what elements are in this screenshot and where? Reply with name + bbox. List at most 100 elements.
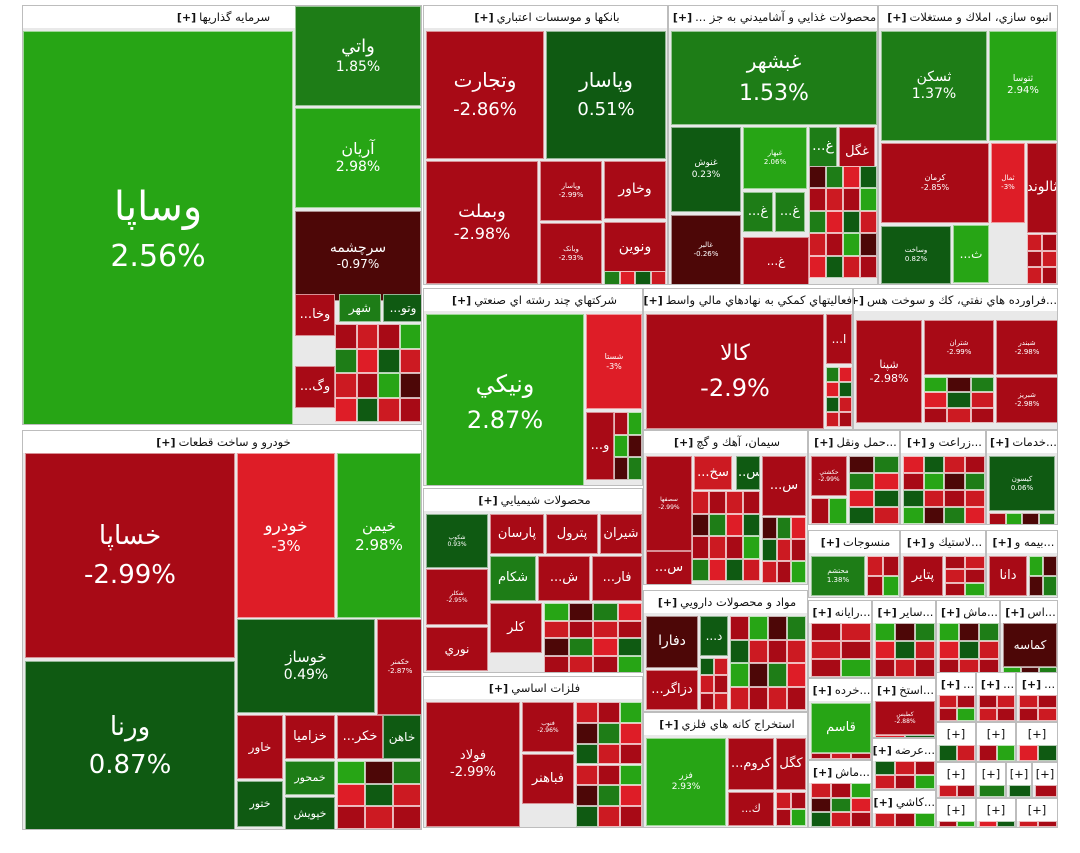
sector-header[interactable]: ...خدمات[+]	[987, 431, 1057, 453]
minor-stock-tile[interactable]	[399, 397, 421, 422]
minor-stock-tile[interactable]	[957, 821, 975, 827]
sector-header[interactable]: [+]	[1017, 799, 1057, 821]
stock-tile[interactable]: نوري	[426, 627, 488, 671]
minor-stock-tile[interactable]	[365, 761, 393, 784]
expand-sector-button[interactable]: [+]	[820, 536, 840, 549]
sector-header[interactable]: منسوجات[+]	[809, 531, 899, 553]
minor-stock-tile[interactable]	[979, 821, 997, 827]
minor-stock-tile[interactable]	[692, 536, 709, 559]
stock-tile[interactable]: ...و	[586, 412, 614, 480]
stock-tile[interactable]: ...غ	[743, 192, 773, 232]
stock-tile[interactable]: ...وخا	[295, 294, 335, 336]
minor-stock-tile[interactable]	[1022, 513, 1039, 524]
minor-stock-tile[interactable]	[628, 434, 642, 458]
sector-header[interactable]: [+]	[1017, 723, 1057, 745]
sector-header[interactable]: ...عرضه[+]	[873, 739, 935, 761]
minor-stock-tile[interactable]	[1038, 695, 1057, 708]
expand-sector-button[interactable]: [+]	[644, 294, 663, 307]
minor-stock-tile[interactable]	[709, 536, 726, 559]
stock-tile[interactable]: سصفها -2.99%	[646, 456, 692, 551]
stock-tile[interactable]: كگل	[776, 738, 806, 790]
minor-stock-tile[interactable]	[598, 722, 620, 744]
stock-tile[interactable]: وساخت 0.82%	[881, 226, 951, 284]
expand-sector-button[interactable]: [+]	[940, 678, 961, 691]
minor-stock-tile[interactable]	[356, 373, 378, 398]
minor-stock-tile[interactable]	[743, 491, 760, 514]
stock-tile[interactable]: وساپا 2.56%	[23, 31, 293, 424]
minor-stock-tile[interactable]	[841, 623, 871, 641]
minor-stock-tile[interactable]	[851, 783, 871, 798]
minor-stock-tile[interactable]	[947, 392, 971, 408]
minor-stock-tile[interactable]	[839, 397, 852, 412]
stock-tile[interactable]: خزاميا	[285, 715, 335, 759]
minor-stock-tile[interactable]	[1029, 556, 1043, 576]
minor-stock-tile[interactable]	[965, 556, 985, 570]
minor-stock-tile[interactable]	[959, 623, 979, 641]
expand-sector-button[interactable]: [+]	[451, 294, 472, 307]
minor-stock-tile[interactable]	[957, 695, 975, 708]
minor-stock-tile[interactable]	[915, 641, 935, 659]
minor-stock-tile[interactable]	[965, 582, 985, 596]
minor-stock-tile[interactable]	[811, 623, 841, 641]
minor-stock-tile[interactable]	[826, 412, 839, 427]
stock-tile[interactable]: پترول	[546, 514, 598, 554]
minor-stock-tile[interactable]	[867, 556, 883, 576]
minor-stock-tile[interactable]	[811, 498, 829, 524]
minor-stock-tile[interactable]	[776, 517, 792, 539]
minor-stock-tile[interactable]	[826, 255, 843, 278]
minor-stock-tile[interactable]	[593, 638, 618, 656]
minor-stock-tile[interactable]	[787, 663, 806, 687]
minor-stock-tile[interactable]	[619, 271, 635, 284]
minor-stock-tile[interactable]	[692, 513, 709, 536]
minor-stock-tile[interactable]	[826, 367, 839, 382]
minor-stock-tile[interactable]	[875, 775, 895, 789]
minor-stock-tile[interactable]	[730, 663, 749, 687]
sector-header[interactable]: ...استخ[+]	[873, 679, 935, 701]
minor-stock-tile[interactable]	[1027, 267, 1042, 284]
stock-tile[interactable]: شکوپ 0.93%	[426, 514, 488, 568]
minor-stock-tile[interactable]	[895, 761, 915, 775]
minor-stock-tile[interactable]	[905, 735, 935, 737]
minor-stock-tile[interactable]	[337, 806, 365, 829]
stock-tile[interactable]: ثالوند	[1027, 143, 1057, 233]
minor-stock-tile[interactable]	[576, 806, 598, 827]
minor-stock-tile[interactable]	[970, 407, 994, 423]
expand-sector-button[interactable]: [+]	[488, 682, 509, 695]
minor-stock-tile[interactable]	[944, 507, 965, 524]
stock-tile[interactable]: ...وتو	[383, 294, 421, 322]
minor-stock-tile[interactable]	[620, 743, 642, 765]
minor-stock-tile[interactable]	[860, 166, 877, 189]
stock-tile[interactable]: ...غ	[743, 237, 809, 284]
minor-stock-tile[interactable]	[1019, 708, 1038, 721]
minor-stock-tile[interactable]	[692, 558, 709, 581]
minor-stock-tile[interactable]	[895, 641, 915, 659]
stock-tile[interactable]: ...ا	[826, 314, 852, 364]
minor-stock-tile[interactable]	[831, 783, 851, 798]
minor-stock-tile[interactable]	[1042, 234, 1057, 251]
minor-stock-tile[interactable]	[875, 735, 905, 737]
stock-tile[interactable]: كالا -2.9%	[646, 314, 824, 429]
minor-stock-tile[interactable]	[829, 498, 847, 524]
sector-header[interactable]: [+]	[937, 763, 975, 785]
minor-stock-tile[interactable]	[787, 639, 806, 663]
stock-tile[interactable]: ثمال -3%	[991, 143, 1025, 223]
minor-stock-tile[interactable]	[915, 761, 935, 775]
minor-stock-tile[interactable]	[809, 210, 826, 234]
minor-stock-tile[interactable]	[593, 620, 618, 638]
sector-header[interactable]: ...زراعت و[+]	[901, 431, 985, 453]
minor-stock-tile[interactable]	[945, 582, 965, 596]
minor-stock-tile[interactable]	[614, 434, 628, 458]
minor-stock-tile[interactable]	[895, 813, 915, 827]
minor-stock-tile[interactable]	[726, 536, 743, 559]
minor-stock-tile[interactable]	[776, 539, 792, 561]
minor-stock-tile[interactable]	[335, 373, 357, 398]
sector-header[interactable]: [+]	[977, 799, 1015, 821]
minor-stock-tile[interactable]	[826, 188, 843, 211]
minor-stock-tile[interactable]	[1035, 785, 1057, 797]
minor-stock-tile[interactable]	[544, 603, 569, 621]
expand-sector-button[interactable]: [+]	[1021, 678, 1042, 691]
minor-stock-tile[interactable]	[809, 255, 826, 278]
minor-stock-tile[interactable]	[945, 556, 965, 570]
minor-stock-tile[interactable]	[749, 686, 768, 710]
minor-stock-tile[interactable]	[811, 753, 831, 759]
